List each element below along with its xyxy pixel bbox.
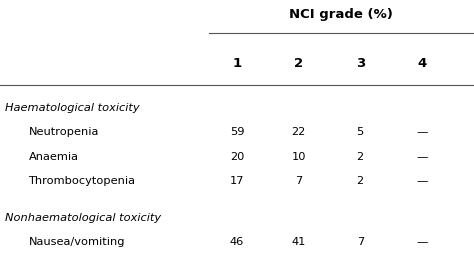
Text: —: — [416,127,428,137]
Text: 41: 41 [292,237,306,247]
Text: Anaemia: Anaemia [28,152,78,162]
Text: 59: 59 [230,127,244,137]
Text: 22: 22 [292,127,306,137]
Text: Nonhaematological toxicity: Nonhaematological toxicity [5,213,161,223]
Text: 20: 20 [230,152,244,162]
Text: 10: 10 [292,152,306,162]
Text: 7: 7 [356,237,364,247]
Text: 3: 3 [356,57,365,70]
Text: 17: 17 [230,176,244,186]
Text: 2: 2 [356,176,364,186]
Text: NCI grade (%): NCI grade (%) [289,8,393,21]
Text: 5: 5 [356,127,364,137]
Text: —: — [416,176,428,186]
Text: 1: 1 [232,57,242,70]
Text: 2: 2 [356,152,364,162]
Text: 7: 7 [295,176,302,186]
Text: Thrombocytopenia: Thrombocytopenia [28,176,136,186]
Text: 2: 2 [294,57,303,70]
Text: Neutropenia: Neutropenia [28,127,99,137]
Text: —: — [416,237,428,247]
Text: 4: 4 [417,57,427,70]
Text: —: — [416,152,428,162]
Text: Haematological toxicity: Haematological toxicity [5,103,139,113]
Text: Nausea/vomiting: Nausea/vomiting [28,237,125,247]
Text: 46: 46 [230,237,244,247]
